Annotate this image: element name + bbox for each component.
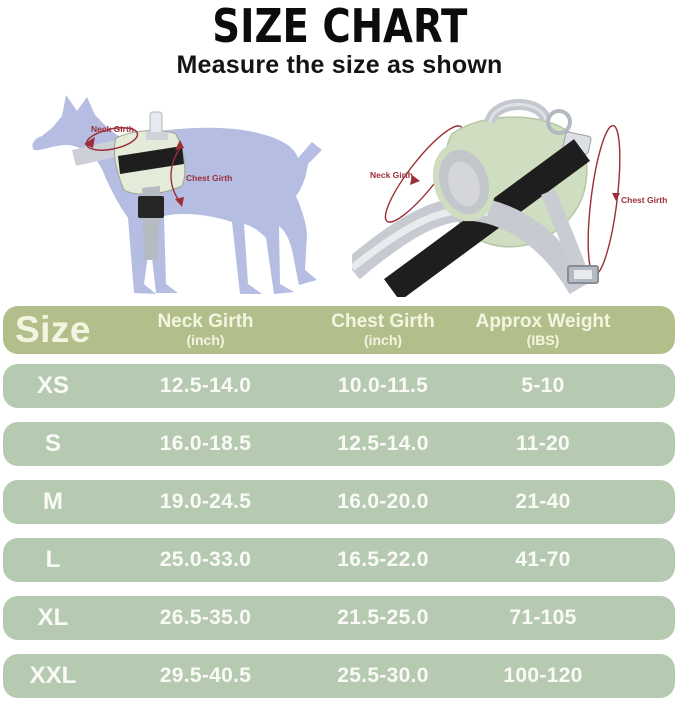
size-table: Size Neck Girth (inch) Chest Girth (inch…: [3, 306, 675, 698]
dog-harness-black-band: [118, 146, 184, 174]
photo-chest-girth-label: Chest Girth: [621, 195, 667, 205]
dog-harness-handle-base: [146, 132, 168, 140]
photo-chest-girth-arrowhead: [612, 193, 620, 201]
weight-value: 11-20: [515, 432, 571, 455]
header-approx-weight-line2: (IBS): [526, 331, 560, 348]
header-size: Size: [14, 309, 92, 350]
size-label: XS: [36, 372, 69, 399]
table-row-xs: XS 12.5-14.0 10.0-11.5 5-10: [3, 364, 675, 408]
header-approx-weight-line1: Approx Weight: [475, 311, 611, 333]
weight-value: 21-40: [515, 490, 571, 513]
chest-girth-arc: [170, 147, 181, 203]
weight-value: 71-105: [509, 606, 577, 629]
neck-girth-value: 19.0-24.5: [159, 490, 252, 513]
dog-silhouette-graphic: [32, 95, 322, 294]
size-label: S: [44, 430, 61, 457]
photo-neck-girth-label: Neck Girth: [370, 170, 413, 180]
chest-girth-value: 25.5-30.0: [337, 664, 429, 687]
table-row-xl: XL 26.5-35.0 21.5-25.0 71-105: [3, 596, 675, 640]
neck-girth-value: 29.5-40.5: [159, 664, 252, 687]
header-approx-weight: Approx Weight (IBS): [476, 312, 611, 347]
header-neck-girth-line2: (inch): [186, 331, 225, 348]
mesh-pad-inner: [448, 161, 480, 207]
chest-girth-value: 21.5-25.0: [337, 606, 429, 629]
table-row-m: M 19.0-24.5 16.0-20.0 21-40: [3, 480, 675, 524]
chest-girth-value: 16.0-20.0: [337, 490, 429, 513]
size-label: XL: [37, 604, 69, 631]
dog-measurement-diagram: Neck Girth Chest Girth: [32, 95, 322, 294]
size-label: XXL: [29, 662, 77, 689]
neck-girth-value: 26.5-35.0: [159, 606, 252, 629]
page-subtitle: Measure the size as shown: [176, 51, 503, 80]
photo-neck-girth-arrowhead: [410, 175, 420, 185]
harness-handle-highlight: [488, 103, 548, 123]
dog-harness-buckle: [138, 196, 164, 218]
header-chest-girth: Chest Girth (inch): [331, 312, 434, 347]
header-neck-girth-line1: Neck Girth: [157, 311, 254, 333]
dog-harness-neck-strap: [72, 140, 120, 166]
weight-value: 41-70: [515, 548, 571, 571]
weight-value: 5-10: [521, 374, 565, 397]
weight-value: 100-120: [503, 664, 583, 687]
header-chest-girth-line2: (inch): [363, 331, 403, 348]
neck-girth-value: 12.5-14.0: [159, 374, 252, 397]
harness-product-photo: Neck Girth Chest Girth: [352, 99, 667, 297]
size-label: L: [45, 546, 61, 573]
harness-buckle-slot: [574, 270, 592, 279]
neck-girth-value: 25.0-33.0: [159, 548, 252, 571]
header-neck-girth: Neck Girth (inch): [157, 312, 253, 347]
title-block: SIZE CHART Measure the size as shown: [0, 0, 679, 80]
chest-girth-arrow-bottom: [175, 197, 184, 207]
size-label: M: [43, 488, 63, 515]
table-row-l: L 25.0-33.0 16.5-22.0 41-70: [3, 538, 675, 582]
chest-girth-arrow-top: [175, 140, 184, 150]
dog-chest-girth-label: Chest Girth: [186, 173, 232, 183]
neck-girth-value: 16.0-18.5: [159, 432, 252, 455]
neck-girth-arrowhead: [84, 137, 95, 148]
harness-d-ring: [546, 109, 572, 135]
dog-neck-girth-label: Neck Girth: [91, 124, 134, 134]
page-title: SIZE CHART: [211, 0, 468, 53]
table-header-row: Size Neck Girth (inch) Chest Girth (inch…: [3, 306, 675, 354]
chest-girth-value: 12.5-14.0: [337, 432, 429, 455]
chest-girth-value: 10.0-11.5: [337, 374, 429, 397]
table-row-xxl: XXL 29.5-40.5 25.5-30.0 100-120: [3, 654, 675, 698]
header-chest-girth-line1: Chest Girth: [331, 311, 435, 333]
table-row-s: S 16.0-18.5 12.5-14.0 11-20: [3, 422, 675, 466]
chest-girth-value: 16.5-22.0: [337, 548, 429, 571]
